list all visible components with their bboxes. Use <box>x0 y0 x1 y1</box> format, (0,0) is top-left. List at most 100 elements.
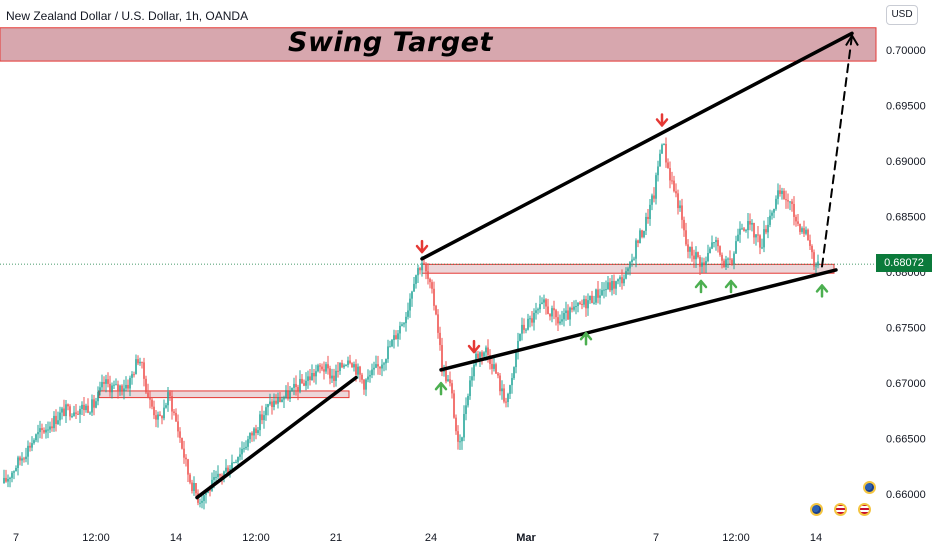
candle-body <box>333 375 335 382</box>
candle-body <box>43 430 45 433</box>
candle-body <box>481 352 483 357</box>
candle-body <box>343 365 345 368</box>
candle-body <box>233 462 235 464</box>
candle-body <box>225 467 227 472</box>
candle-body <box>331 375 333 379</box>
candle-body <box>307 376 309 381</box>
candle-body <box>357 366 359 375</box>
candle-body <box>551 308 553 317</box>
candle-body <box>605 289 607 291</box>
candle-body <box>403 323 405 325</box>
candle-body <box>453 393 455 418</box>
candle-body <box>637 240 639 243</box>
trendline <box>195 375 358 500</box>
candle-body <box>781 190 783 194</box>
candle-body <box>609 282 611 291</box>
candle-body <box>463 413 465 438</box>
candle-body <box>31 443 33 448</box>
candle-body <box>785 199 787 201</box>
candle-body <box>97 391 99 402</box>
candle-body <box>473 364 475 377</box>
candle-body <box>445 368 447 382</box>
candle-body <box>165 405 167 408</box>
candle-body <box>727 258 729 260</box>
candle-body <box>533 312 535 323</box>
candle-body <box>499 375 501 392</box>
candle-body <box>601 290 603 296</box>
candle-body <box>679 205 681 209</box>
candle-body <box>383 363 385 365</box>
candle-body <box>493 364 495 369</box>
candle-body <box>681 205 683 220</box>
candle-body <box>315 371 317 377</box>
us-flag-icon[interactable] <box>858 503 871 516</box>
candle-body <box>111 385 113 393</box>
candle-body <box>163 407 165 419</box>
candle-body <box>623 278 625 284</box>
candle-body <box>109 383 111 393</box>
time-tick-label: 7 <box>653 532 659 544</box>
candle-body <box>591 295 593 303</box>
candle-body <box>327 364 329 369</box>
candle-body <box>85 405 87 411</box>
currency-button[interactable]: USD <box>886 5 918 25</box>
candle-body <box>117 384 119 391</box>
candle-body <box>755 234 757 238</box>
candle-body <box>559 321 561 324</box>
candle-body <box>373 367 375 370</box>
candle-body <box>69 406 71 417</box>
candle-body <box>797 221 799 224</box>
candle-body <box>753 222 755 238</box>
candle-body <box>281 399 283 403</box>
candle-body <box>35 434 37 441</box>
candle-body <box>743 228 745 231</box>
candle-body <box>699 257 701 267</box>
candle-body <box>599 295 601 298</box>
candle-body <box>271 401 273 408</box>
candle-body <box>169 392 171 397</box>
candle-body <box>215 476 217 478</box>
us-flag-icon[interactable] <box>834 503 847 516</box>
candle-body <box>593 302 595 304</box>
candle-body <box>283 397 285 400</box>
price-tick-label: 0.69000 <box>886 156 926 168</box>
candle-body <box>375 364 377 368</box>
candle-body <box>75 412 77 414</box>
candle-body <box>99 387 101 392</box>
up-arrow-icon <box>434 381 448 396</box>
candle-body <box>121 385 123 392</box>
candle-body <box>683 219 685 231</box>
candle-body <box>147 392 149 398</box>
nz-flag-icon[interactable] <box>810 503 823 516</box>
candle-body <box>811 245 813 253</box>
candle-body <box>29 445 31 448</box>
candle-body <box>523 324 525 330</box>
candle-body <box>41 428 43 431</box>
candle-body <box>73 412 75 416</box>
candle-body <box>489 354 491 364</box>
candle-body <box>613 280 615 289</box>
candle-body <box>807 229 809 241</box>
candle-body <box>337 370 339 372</box>
candle-body <box>783 190 785 200</box>
nz-flag-icon[interactable] <box>863 481 876 494</box>
candle-body <box>141 361 143 363</box>
candle-body <box>813 252 815 267</box>
candle-body <box>335 370 337 382</box>
candle-body <box>319 365 321 367</box>
candle-body <box>17 457 19 469</box>
time-tick-label: 12:00 <box>82 532 110 544</box>
candle-body <box>547 306 549 315</box>
candle-body <box>505 401 507 403</box>
candle-body <box>677 193 679 209</box>
candle-body <box>301 378 303 384</box>
candle-body <box>581 303 583 305</box>
candle-body <box>151 399 153 407</box>
swing-target-zone <box>0 27 877 62</box>
candle-body <box>25 456 27 460</box>
candle-body <box>155 415 157 420</box>
time-tick-label: 7 <box>13 532 19 544</box>
candle-body <box>631 259 633 263</box>
